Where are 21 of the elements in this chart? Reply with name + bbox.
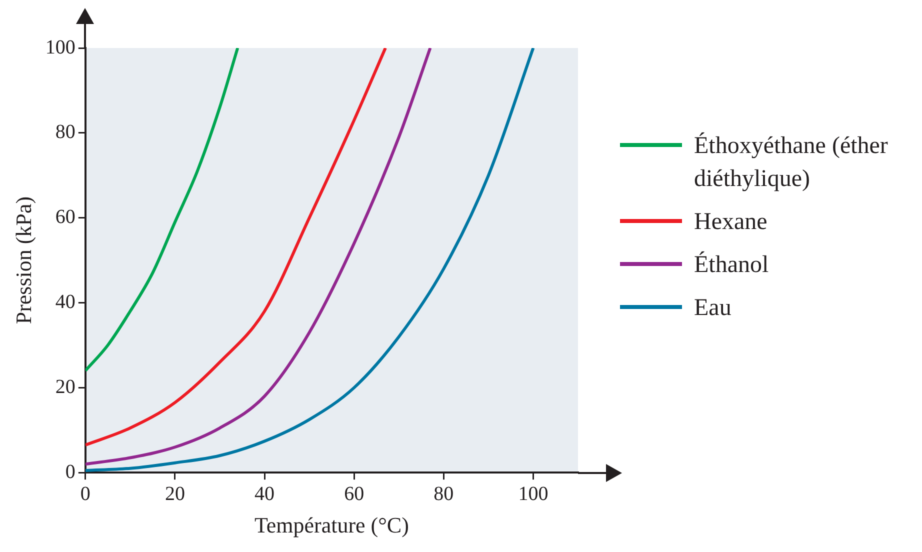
line-series	[85, 48, 240, 372]
legend-label: Éthanol	[694, 250, 770, 280]
y-tick-label: 40	[55, 291, 76, 314]
x-axis-title: Température (°C)	[254, 512, 409, 538]
y-tick-label: 0	[65, 460, 76, 483]
legend-label: Hexane	[694, 208, 768, 237]
x-tick-label: 80	[434, 482, 454, 505]
legend-label: Eau	[694, 294, 732, 323]
line-series	[85, 48, 432, 466]
y-tick-label: 20	[55, 376, 76, 398]
y-tick-label: 60	[55, 206, 76, 228]
x-tick-label: 100	[518, 482, 548, 505]
y-axis-title: Pression (kPa)	[10, 196, 36, 324]
x-tick-label: 0	[80, 482, 90, 505]
y-tick-label: 80	[55, 121, 76, 144]
y-tick-label: 100	[45, 36, 76, 58]
legend-label: Éthoxyéthane (éther diéthylique)	[694, 131, 889, 194]
line-series	[85, 48, 387, 446]
x-tick-label: 60	[344, 482, 364, 505]
x-tick-label: 20	[164, 482, 185, 505]
x-tick-label: 40	[254, 482, 275, 505]
